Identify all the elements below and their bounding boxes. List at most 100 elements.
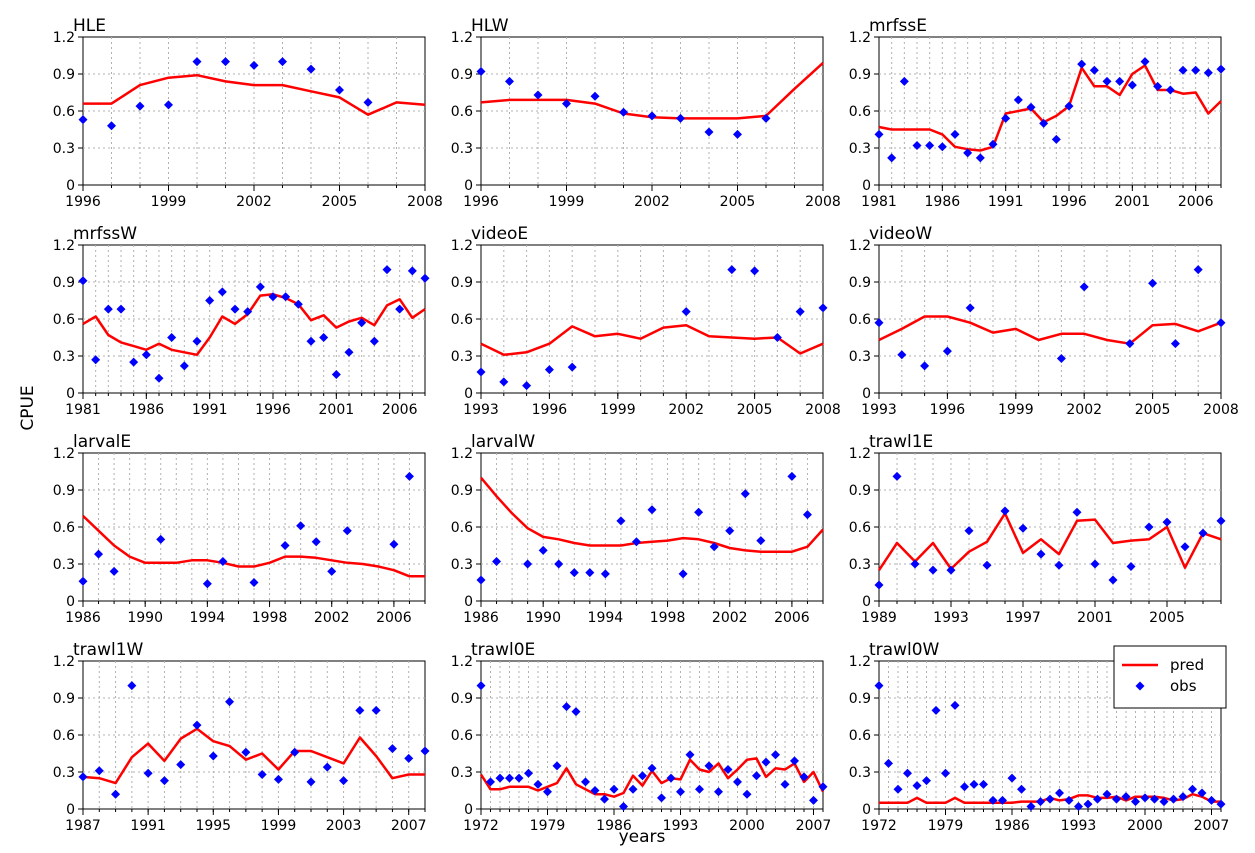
panel-title: trawl0E <box>471 640 535 660</box>
obs-point <box>1203 68 1213 78</box>
obs-point <box>562 702 571 712</box>
obs-point <box>476 367 486 377</box>
y-tick-label: 0.3 <box>849 557 871 573</box>
obs-point <box>514 773 524 783</box>
y-tick-label: 0.3 <box>53 349 75 365</box>
y-tick-label: 0.6 <box>53 104 75 120</box>
obs-point <box>1089 65 1099 75</box>
x-tick-label: 1997 <box>1005 610 1041 626</box>
y-tick-label: 0.9 <box>53 691 75 707</box>
obs-point <box>357 318 367 328</box>
obs-point <box>616 516 626 526</box>
obs-point <box>268 292 278 302</box>
panel-HLE: HLE 0 0.3 0.6 0.9 1.2 1996 1999 2002 2005 2008 <box>53 16 443 210</box>
y-tick-label: 0.3 <box>53 141 75 157</box>
obs-point <box>290 747 300 757</box>
obs-point <box>709 542 719 552</box>
x-tick-label: 1996 <box>930 402 966 418</box>
x-tick-label: 1990 <box>525 610 561 626</box>
obs-point <box>780 779 790 789</box>
obs-point <box>533 90 543 100</box>
obs-point <box>1153 81 1163 91</box>
x-tick-label: 1991 <box>988 194 1024 210</box>
obs-point <box>772 333 782 342</box>
y-tick-label: 1.2 <box>53 238 75 254</box>
obs-point <box>787 471 797 481</box>
obs-point <box>1045 794 1055 804</box>
obs-point <box>192 720 202 730</box>
x-tick-label: 2007 <box>391 818 427 834</box>
obs-point <box>127 681 137 691</box>
obs-point <box>1216 799 1226 809</box>
y-tick-label: 0.9 <box>53 275 75 291</box>
obs-point <box>1169 794 1178 804</box>
obs-point <box>1178 792 1188 802</box>
x-tick-label: 2006 <box>382 402 418 418</box>
obs-point <box>1036 797 1045 807</box>
x-tick-label: 1993 <box>463 402 499 418</box>
x-tick-label: 1999 <box>151 194 187 210</box>
obs-point <box>1000 506 1010 516</box>
panel-trawl1W: trawl1W 0 0.3 0.6 0.9 1.2 1987 1991 1995 1999 2003… <box>53 640 430 834</box>
x-tick-label: 1999 <box>261 818 297 834</box>
pred-line <box>480 476 824 553</box>
obs-point <box>273 774 283 784</box>
obs-point <box>176 760 186 770</box>
obs-point <box>818 782 828 792</box>
obs-point <box>78 276 88 286</box>
obs-point <box>1093 794 1102 804</box>
obs-point <box>1064 795 1074 805</box>
obs-point <box>1112 794 1121 804</box>
obs-point <box>135 101 145 111</box>
obs-point <box>1198 528 1208 538</box>
panel-title: mrfssW <box>73 224 137 244</box>
x-tick-label: 1972 <box>463 818 499 834</box>
obs-point <box>1180 542 1190 552</box>
obs-point <box>78 772 88 782</box>
y-tick-label: 0.3 <box>849 141 871 157</box>
y-tick-label: 0.9 <box>849 691 871 707</box>
y-tick-label: 0 <box>66 386 75 402</box>
obs-point <box>562 99 571 109</box>
x-tick-label: 1994 <box>588 610 624 626</box>
x-tick-label: 2000 <box>1127 818 1163 834</box>
obs-point <box>143 768 153 778</box>
pred-line <box>82 514 425 578</box>
obs-point <box>280 541 290 550</box>
x-tick-label: 1991 <box>192 402 228 418</box>
pred-line <box>82 293 426 357</box>
obs-point <box>389 539 399 549</box>
x-tick-label: 2008 <box>407 194 443 210</box>
y-tick-label: 0 <box>464 594 473 610</box>
obs-point <box>1079 282 1089 292</box>
obs-point <box>363 97 373 107</box>
x-tick-label: 2008 <box>805 194 841 210</box>
x-tick-label: 1998 <box>252 610 288 626</box>
y-tick-label: 0.9 <box>849 483 871 499</box>
y-tick-label: 1.2 <box>451 654 473 670</box>
panel-larvalW: larvalW 0 0.3 0.6 0.9 1.2 1986 1990 1994 1998 2002… <box>451 432 824 626</box>
x-tick-label: 2008 <box>805 402 841 418</box>
x-tick-label: 1996 <box>1051 194 1087 210</box>
y-tick-label: 0 <box>464 178 473 194</box>
x-tick-label: 1989 <box>861 610 897 626</box>
x-tick-label: 1986 <box>994 818 1030 834</box>
y-tick-label: 0.3 <box>451 349 473 365</box>
pred-line <box>83 73 426 116</box>
obs-point <box>257 769 267 779</box>
obs-point <box>1193 265 1203 275</box>
obs-point <box>1121 792 1131 802</box>
panel-title: HLE <box>73 16 106 36</box>
obs-point <box>476 681 486 691</box>
obs-point <box>874 318 884 328</box>
obs-point <box>505 773 514 783</box>
obs-point <box>733 129 742 139</box>
obs-point <box>657 793 666 803</box>
obs-point <box>293 299 303 309</box>
obs-point <box>499 377 509 387</box>
obs-point <box>395 304 405 314</box>
obs-point <box>192 57 202 67</box>
y-tick-label: 0.9 <box>451 483 473 499</box>
pred-line <box>878 64 1222 152</box>
obs-point <box>1090 559 1100 569</box>
